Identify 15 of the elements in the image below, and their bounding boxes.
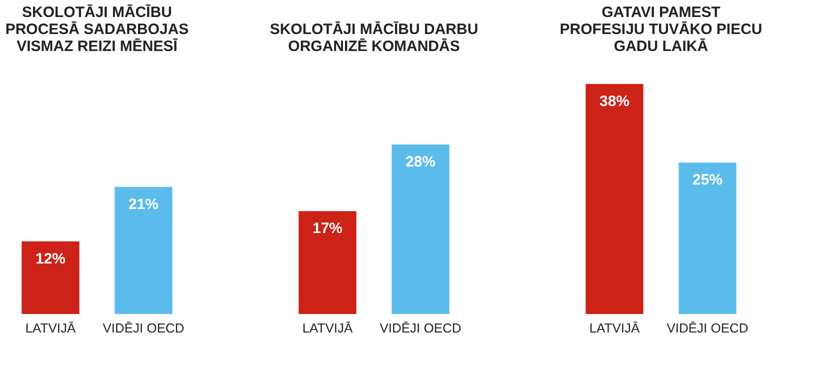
- x-tick-label: VIDĒJI OECD: [380, 320, 462, 336]
- data-label: 28%: [405, 154, 436, 171]
- data-label: 12%: [35, 250, 66, 268]
- chart-title: SKOLOTĀJI MĀCĪBU PROCESĀ SADARBOJAS VISMAZ REIZI MĒNESĪ: [5, 4, 189, 55]
- x-tick-label: LATVIJĀ: [25, 320, 76, 336]
- x-tick-label: VIDĒJI OECD: [666, 320, 748, 336]
- x-tick-label: VIDĒJI OECD: [102, 320, 184, 336]
- chart-title: GATAVI PAMEST PROFESIJU TUVĀKO PIECU GADU LAIKĀ: [560, 4, 762, 55]
- chart-title: SKOLOTĀJI MĀCĪBU DARBU ORGANIZĒ KOMANDĀS: [270, 21, 478, 55]
- x-tick-label: LATVIJĀ: [589, 320, 640, 336]
- data-label: 25%: [692, 172, 723, 189]
- data-label: 38%: [599, 93, 630, 110]
- data-label: 17%: [312, 220, 343, 238]
- data-label: 21%: [128, 196, 159, 213]
- x-tick-label: LATVIJĀ: [302, 320, 353, 336]
